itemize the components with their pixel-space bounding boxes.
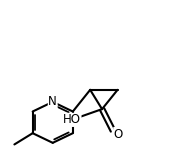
Text: O: O	[114, 127, 123, 140]
Text: N: N	[48, 95, 57, 108]
Text: HO: HO	[63, 113, 81, 126]
